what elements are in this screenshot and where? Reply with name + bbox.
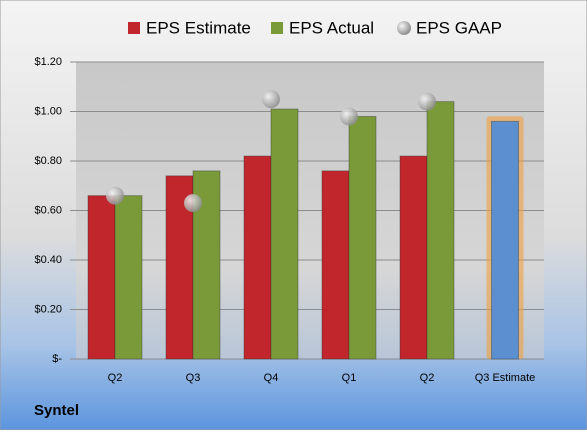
bar <box>243 155 272 360</box>
y-tick-label: $1.00 <box>34 105 62 117</box>
legend-swatch <box>128 22 140 34</box>
legend-swatch <box>397 21 411 35</box>
gaap-marker <box>106 186 124 205</box>
gaap-marker <box>418 92 436 111</box>
bar <box>399 155 428 360</box>
bar <box>348 115 377 360</box>
chart-title: Syntel <box>34 402 79 419</box>
y-tick-label: $1.20 <box>34 56 62 68</box>
y-tick-label: $0.60 <box>34 204 62 216</box>
x-tick-label: Q3 <box>186 372 201 384</box>
bar <box>114 195 143 360</box>
gaap-marker <box>340 107 358 126</box>
y-tick-label: $- <box>52 353 62 365</box>
y-tick-label: $0.80 <box>34 155 62 167</box>
bar <box>87 195 116 360</box>
x-tick-label: Q1 <box>342 372 357 384</box>
bar <box>321 170 350 360</box>
y-tick-label: $0.20 <box>34 303 62 315</box>
legend-label: EPS Actual <box>289 18 374 37</box>
bar <box>426 101 455 360</box>
gaap-marker <box>184 194 202 213</box>
x-tick-label: Q4 <box>264 372 279 384</box>
bar <box>270 108 299 360</box>
bar <box>491 120 519 360</box>
legend-label: EPS Estimate <box>146 18 251 37</box>
legend-swatch <box>271 22 283 34</box>
y-tick-label: $0.40 <box>34 254 62 266</box>
x-tick-label: Q2 <box>420 372 435 384</box>
legend-label: EPS GAAP <box>416 18 502 37</box>
gaap-marker <box>262 90 280 109</box>
x-tick-label: Q2 <box>108 372 123 384</box>
x-tick-label: Q3 Estimate <box>475 372 536 384</box>
